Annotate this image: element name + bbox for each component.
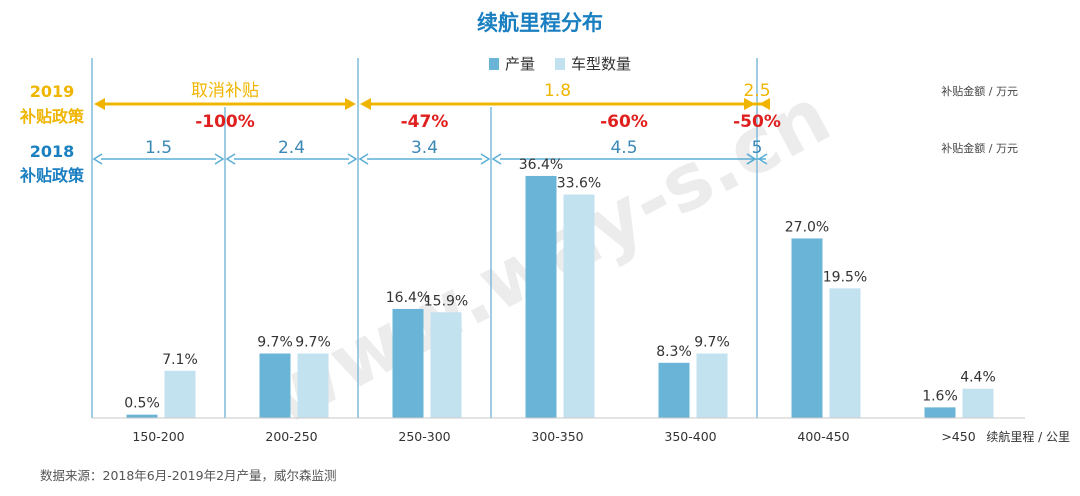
policy-2019-arrowhead-right-0 [345,98,356,110]
bar-s1-4 [696,353,728,418]
policy-2019-amount-1: 1.8 [544,81,571,101]
policy-change-1: -47% [401,112,449,132]
data-label-s1-1: 9.7% [295,334,331,350]
legend-label-1: 车型数量 [571,55,631,73]
policy-2018-arrowhead-right-0 [214,153,225,165]
policy-2018-amount-2: 3.4 [411,138,438,158]
data-label-s1-3: 33.6% [557,176,601,192]
data-label-s0-6: 1.6% [922,388,958,404]
data-label-s0-1: 9.7% [257,334,293,350]
policy-2018-label: 补贴政策 [19,166,85,185]
policy-2018-amount-4: 5 [752,138,763,158]
policy-2018-arrowhead-left-3 [491,153,502,165]
bar-s0-3 [525,175,557,418]
source-note: 数据来源：2018年6月-2019年2月产量，威尔森监测 [40,468,337,483]
x-tick-label-3: 300-350 [531,429,583,444]
bar-s0-0 [126,414,158,418]
data-label-s1-0: 7.1% [162,352,198,368]
bars: 0.5%7.1%9.7% 9.7%16.4%15.9%36.4%33.6%8.3%… [124,157,996,418]
policy-2019-year: 2019 [30,82,75,101]
policy-change-0: -100% [195,112,255,132]
x-axis: 150-200 200-250 250-300 300-350 350-400 400-4… [92,417,1070,444]
data-label-s1-4: 9.7% [694,334,730,350]
policy-2019-amount-0: 取消补贴 [191,81,259,101]
legend: 产量 车型数量 [489,55,631,73]
policy-2018-arrowhead-left-0 [92,153,103,165]
policy-2019-arrowhead-left-2 [759,98,770,110]
bar-s1-5 [829,288,861,418]
policy-2019-arrowhead-right-2 [744,98,755,110]
policy-change-2: -60% [600,112,648,132]
policy-2019-arrowhead-left-1 [360,98,371,110]
policy-2018-amount-1: 2.4 [278,138,305,158]
x-tick-label-2: 250-300 [398,429,450,444]
policy-2018-arrowhead-left-1 [225,153,236,165]
bar-s0-1 [259,353,291,418]
data-label-s1-5: 19.5% [823,269,867,285]
policy-2018-arrowhead-left-2 [358,153,369,165]
data-label-s0-3: 36.4% [519,157,563,173]
policy-2018-amount-3: 4.5 [610,138,637,158]
data-label-s1-2: 15.9% [424,293,468,309]
bar-s0-6 [924,407,956,418]
policy-2019-amount-2: 2.5 [743,81,770,101]
x-tick-label-1: 200-250 [265,429,317,444]
bar-s0-5 [791,238,823,418]
policy-2018-arrowhead-right-4 [746,153,757,165]
legend-label-0: 产量 [505,55,535,73]
legend-swatch-1 [555,58,565,70]
bar-s0-4 [658,362,690,418]
data-label-s0-5: 27.0% [785,219,829,235]
x-axis-label: 续航里程 / 公里 [986,429,1070,444]
data-label-s0-2: 16.4% [386,290,430,306]
policy-2019-unit: 补贴金额 / 万元 [941,84,1018,98]
policy-2018-arrowhead-right-2 [480,153,491,165]
policy-2018-arrowhead-left-4 [757,153,768,165]
data-label-s0-0: 0.5% [124,396,160,412]
policy-2018-arrowhead-right-1 [347,153,358,165]
bar-s0-2 [392,308,424,418]
bar-s1-1 [297,353,329,418]
x-tick-label-5: 400-450 [797,429,849,444]
bar-s1-2 [430,312,462,418]
data-label-s1-6: 4.4% [960,370,996,386]
bar-s1-3 [563,194,595,418]
data-label-s0-4: 8.3% [656,344,692,360]
policy-2019-row: 取消补贴 1.8 2.5 补贴金额 / 万元 -100% -47% -60% -50% [94,81,1018,132]
policy-2019-arrowhead-left-0 [94,98,105,110]
x-tick-label-6: >450 [941,429,975,444]
segment-dividers [91,58,758,418]
policy-change-3: -50% [733,112,781,132]
policy-labels: 2019 补贴政策 2018 补贴政策 [19,82,85,185]
policy-2018-year: 2018 [30,142,75,161]
chart-title: 续航里程分布 [477,11,603,35]
legend-swatch-0 [489,58,499,70]
bar-s1-0 [164,370,196,418]
policy-2018-row: 1.5 2.4 3.4 4.5 5 补贴金额 / 万元 [92,138,1018,165]
x-tick-label-0: 150-200 [132,429,184,444]
policy-2018-amount-0: 1.5 [145,138,172,158]
policy-2019-label: 补贴政策 [19,107,85,126]
policy-2018-unit: 补贴金额 / 万元 [941,141,1018,155]
bar-s1-6 [962,388,994,418]
x-tick-label-4: 350-400 [664,429,716,444]
